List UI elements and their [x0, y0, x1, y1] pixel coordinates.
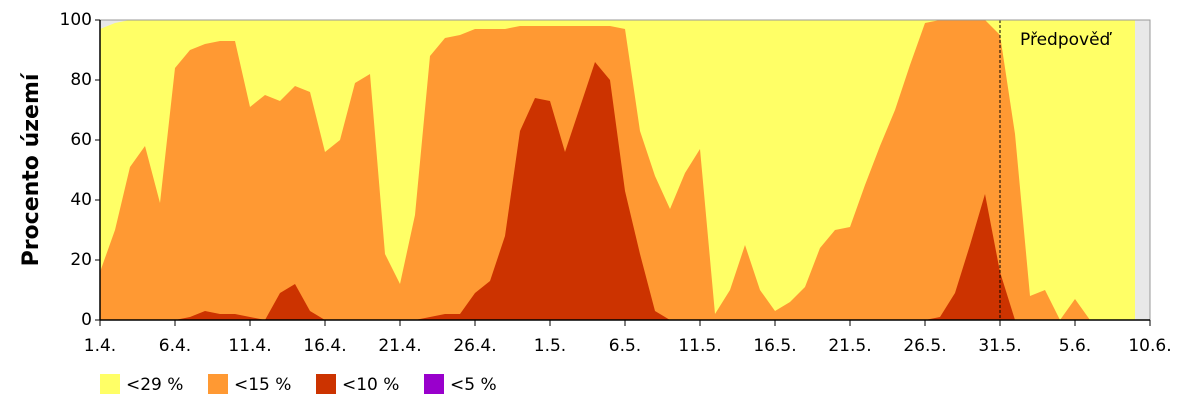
- y-tick-label: 100: [60, 10, 92, 30]
- x-tick-label: 10.6.: [1128, 336, 1171, 356]
- y-tick-label: 0: [81, 310, 92, 330]
- x-tick-label: 26.4.: [453, 336, 496, 356]
- x-tick-label: 6.5.: [609, 336, 641, 356]
- x-tick-label: 6.4.: [159, 336, 191, 356]
- x-tick-label: 26.5.: [903, 336, 946, 356]
- x-tick-label: 1.4.: [84, 336, 116, 356]
- legend-swatch: [424, 374, 444, 394]
- x-tick-label: 11.4.: [228, 336, 271, 356]
- legend-swatch: [100, 374, 120, 394]
- x-tick-label: 21.5.: [828, 336, 871, 356]
- x-tick-label: 16.5.: [753, 336, 796, 356]
- x-tick-label: 1.5.: [534, 336, 566, 356]
- legend-swatch: [316, 374, 336, 394]
- y-tick-label: 20: [70, 250, 92, 270]
- legend-label: <5 %: [450, 375, 497, 395]
- y-tick-label: 40: [70, 190, 92, 210]
- forecast-label: Předpověď: [1020, 30, 1113, 50]
- x-tick-label: 11.5.: [678, 336, 721, 356]
- y-tick-label: 80: [70, 70, 92, 90]
- legend-swatch: [208, 374, 228, 394]
- legend-label: <29 %: [126, 375, 183, 395]
- y-axis-label: Procento území: [19, 72, 44, 266]
- x-tick-label: 21.4.: [378, 336, 421, 356]
- y-tick-label: 60: [70, 130, 92, 150]
- x-tick-label: 31.5.: [978, 336, 1021, 356]
- legend-label: <10 %: [342, 375, 399, 395]
- legend-label: <15 %: [234, 375, 291, 395]
- area: [100, 62, 1135, 320]
- x-tick-label: 5.6.: [1059, 336, 1091, 356]
- x-tick-label: 16.4.: [303, 336, 346, 356]
